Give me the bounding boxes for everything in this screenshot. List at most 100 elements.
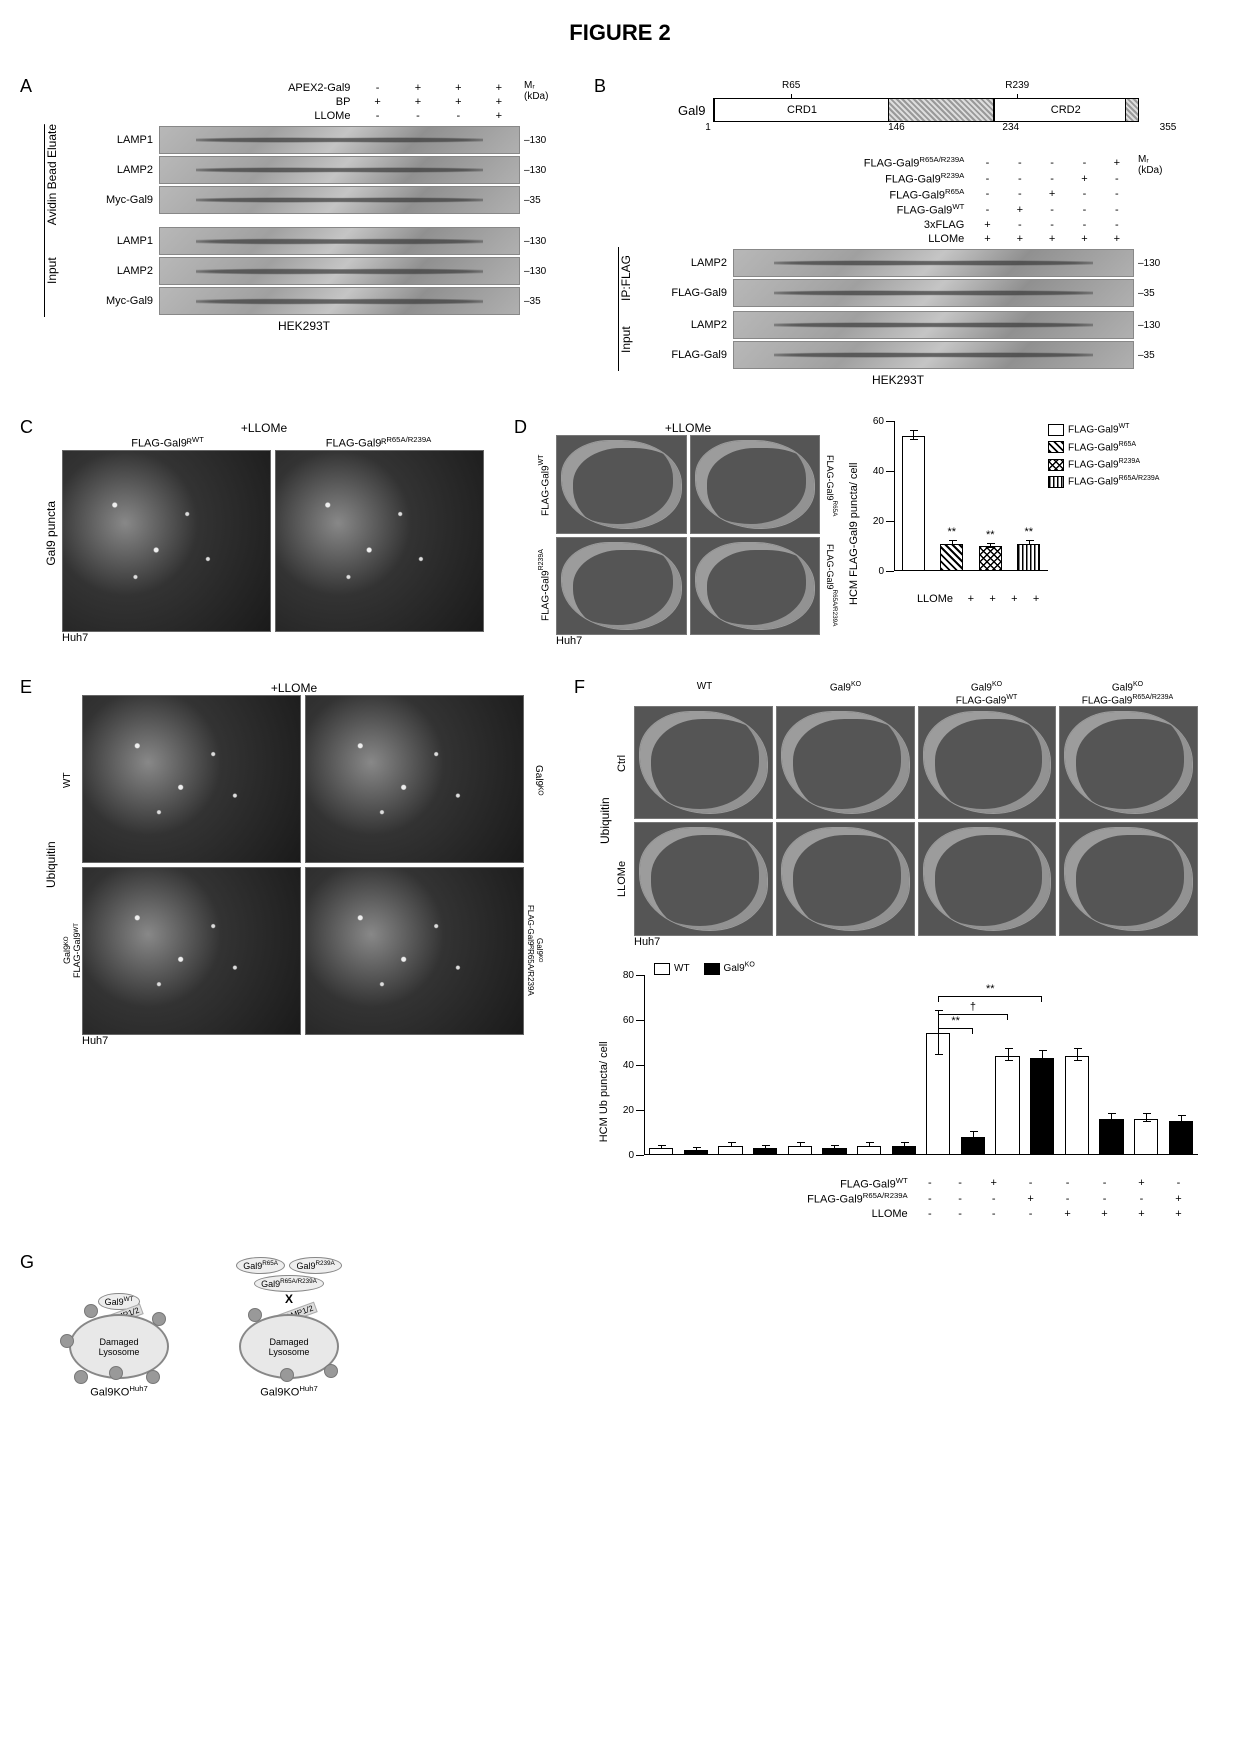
c-col0: FLAG-Gal9ᴿ	[131, 438, 192, 450]
g-left-cap: Gal9KO	[90, 1387, 129, 1399]
blot-band	[159, 156, 520, 184]
f-hcm-image	[918, 706, 1057, 820]
d-hcm-3	[556, 537, 687, 636]
f-row-llome: LLOMe	[616, 821, 634, 936]
legend-item: Gal9KO	[704, 963, 755, 974]
blot-row-label: LAMP2	[69, 164, 159, 176]
chart-bar	[961, 1137, 985, 1155]
f-hcm-image	[1059, 822, 1198, 936]
marker-label: –130	[1134, 320, 1178, 331]
blot-band	[733, 311, 1134, 339]
c-col1-sup: R65A/R239A	[386, 435, 431, 444]
marker-label: –35	[520, 296, 564, 307]
marker-label: –35	[1134, 350, 1178, 361]
g-left-cap-sup: Huh7	[129, 1384, 147, 1393]
blot-row-label: LAMP2	[643, 319, 733, 331]
sig-marker: **	[986, 529, 995, 541]
panel-c-side: Gal9 puncta	[44, 435, 62, 632]
domain-rsite: R65	[782, 80, 800, 91]
d-c1: FLAG-Gal9	[825, 544, 835, 590]
blot-row-label: LAMP1	[69, 134, 159, 146]
d-r0s: WT	[538, 454, 545, 465]
marker-label: –35	[1134, 288, 1178, 299]
chart-bar	[857, 1146, 881, 1155]
panel-e: E +LLOMe Ubiquitin WT Gal9ᴷᴼ FLAG-Gal9ᵂᵀ…	[20, 677, 544, 1222]
chart-bar	[892, 1146, 916, 1155]
mr-label: Mᵣ (kDa)	[520, 80, 564, 124]
legend-item: WT	[654, 963, 690, 974]
chart-bar	[649, 1148, 673, 1155]
f-col-header: Gal9KOFLAG-Gal9WT	[916, 681, 1057, 706]
blot-band	[159, 257, 520, 285]
panel-b-label: B	[594, 76, 606, 97]
blot-band	[733, 249, 1134, 277]
gal9-domain-name: Gal9	[678, 103, 705, 118]
e-r0: Gal9ᴷᴼ	[524, 695, 544, 865]
chart-bar	[788, 1146, 812, 1155]
marker-label: –130	[520, 165, 564, 176]
panel-f-cellline: Huh7	[634, 936, 1198, 948]
marker-label: –130	[520, 236, 564, 247]
panel-b-conditions: FLAG-Gal9R65A/R239A----+FLAG-Gal9R239A--…	[736, 154, 1134, 247]
panel-c-label: C	[20, 417, 33, 438]
chart-bar	[1134, 1119, 1158, 1155]
domain-segment	[888, 98, 995, 122]
d-hcm-4	[690, 537, 821, 636]
f-hcm-image	[918, 822, 1057, 936]
domain-rsite: R239	[1005, 80, 1029, 91]
chart-bar	[1169, 1121, 1193, 1155]
panel-a-cellline: HEK293T	[44, 319, 564, 333]
panel-f-side: Ubiquitin	[598, 706, 616, 936]
d-c1s: R65A/R239A	[831, 590, 838, 627]
domain-tick: 146	[888, 122, 905, 133]
blot-group-label: IP:FLAG	[618, 247, 637, 309]
c-micrograph-mut	[275, 450, 484, 632]
panel-f-label: F	[574, 677, 585, 698]
panel-f: F WT Gal9KO Gal9KOFLAG-Gal9WTGal9KOFLAG-Ga…	[574, 677, 1198, 1222]
blot-row-label: FLAG-Gal9	[643, 349, 733, 361]
e-l0: WT	[62, 695, 82, 865]
chart-bar	[1030, 1058, 1054, 1155]
chart-bar	[926, 1033, 950, 1155]
blot-band	[159, 126, 520, 154]
g-left-lysosome: LAMP1/2 Damaged Lysosome	[64, 1304, 174, 1384]
chart-bar	[995, 1056, 1019, 1155]
f-row-ctrl: Ctrl	[616, 706, 634, 821]
e-l1: Gal9ᴷᴼ FLAG-Gal9ᵂᵀ	[62, 865, 82, 1035]
f-hcm-image	[1059, 706, 1198, 820]
figure-title: FIGURE 2	[20, 20, 1220, 46]
g-right-lysosome: LAMP1/2 Damaged Lysosome	[234, 1304, 344, 1384]
d-chart-legend: FLAG-Gal9WTFLAG-Gal9R65AFLAG-Gal9R239AFL…	[1048, 421, 1198, 647]
e-img-3	[82, 867, 301, 1035]
panel-e-side: Ubiquitin	[44, 695, 62, 1035]
g-right-lyso-text: Damaged Lysosome	[269, 1337, 310, 1357]
blot-row-label: LAMP1	[69, 235, 159, 247]
panel-a-conditions: APEX2-Gal9-+++BP++++LLOMe---+	[162, 80, 520, 124]
panel-a-label: A	[20, 76, 32, 97]
panel-d-top: +LLOMe	[538, 421, 838, 435]
chart-bar	[1099, 1119, 1123, 1155]
chart-bar	[718, 1146, 742, 1155]
e-r1: Gal9ᴷᴼ FLAG-Gal9ᴿR65A/R239A	[524, 865, 544, 1035]
f-col-header: Gal9KOFLAG-Gal9R65A/R239A	[1057, 681, 1198, 706]
panel-b-cellline: HEK293T	[618, 373, 1178, 387]
panel-a: A APEX2-Gal9-+++BP++++LLOMe---+ Mᵣ (kDa)…	[20, 76, 564, 387]
d-chart: ****** 0204060	[864, 421, 1048, 591]
blot-band	[733, 279, 1134, 307]
d-r0: FLAG-Gal9	[540, 465, 551, 516]
marker-label: –35	[520, 195, 564, 206]
domain-tick: 234	[1002, 122, 1019, 133]
d-hcm-2	[690, 435, 821, 534]
d-c0s: R65A	[831, 500, 838, 516]
d-hcm-1	[556, 435, 687, 534]
f-col-header: WT	[634, 681, 775, 706]
f-hcm-image	[776, 706, 915, 820]
panel-c-cellline: Huh7	[62, 632, 484, 644]
f-chart-legend: WT Gal9KO	[654, 962, 1198, 975]
legend-item: FLAG-Gal9R65A/R239A	[1048, 473, 1198, 490]
blot-row-label: Myc-Gal9	[69, 295, 159, 307]
panel-c-top: +LLOMe	[44, 421, 484, 435]
g-right-cap-sup: Huh7	[299, 1384, 317, 1393]
d-r1s: R239A	[538, 549, 545, 570]
f-chart: **†** 020406080	[614, 975, 1198, 1175]
